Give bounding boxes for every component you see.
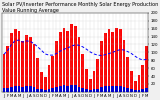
Bar <box>44 90 47 92</box>
Bar <box>48 89 50 92</box>
Bar <box>138 75 140 92</box>
Bar <box>126 88 129 92</box>
Bar <box>81 88 84 92</box>
Bar <box>6 88 9 92</box>
Bar <box>32 87 35 92</box>
Bar <box>36 88 39 92</box>
Bar <box>10 33 13 92</box>
Bar <box>141 65 144 92</box>
Bar <box>3 88 5 92</box>
Bar <box>63 28 65 92</box>
Bar <box>89 90 92 92</box>
Bar <box>123 40 125 92</box>
Bar <box>123 87 125 92</box>
Bar <box>108 30 110 92</box>
Bar <box>51 56 54 92</box>
Bar <box>6 46 9 92</box>
Bar <box>40 90 43 92</box>
Bar <box>89 79 92 92</box>
Bar <box>40 72 43 92</box>
Bar <box>138 90 140 92</box>
Bar <box>134 90 137 92</box>
Bar <box>59 86 62 92</box>
Bar <box>25 86 28 92</box>
Bar <box>55 40 58 92</box>
Bar <box>70 85 73 92</box>
Bar <box>85 69 88 92</box>
Bar <box>145 88 148 92</box>
Bar <box>14 29 17 92</box>
Bar <box>92 71 95 92</box>
Bar <box>18 86 20 92</box>
Bar <box>96 88 99 92</box>
Bar <box>66 31 69 92</box>
Bar <box>3 54 5 92</box>
Bar <box>63 85 65 92</box>
Bar <box>10 87 13 92</box>
Bar <box>78 37 80 92</box>
Bar <box>134 81 137 92</box>
Bar <box>70 24 73 92</box>
Bar <box>92 90 95 92</box>
Bar <box>21 40 24 92</box>
Bar <box>21 87 24 92</box>
Bar <box>51 88 54 92</box>
Bar <box>85 90 88 92</box>
Bar <box>126 57 129 92</box>
Bar <box>14 86 17 92</box>
Bar <box>29 86 32 92</box>
Bar <box>48 65 50 92</box>
Bar <box>145 46 148 92</box>
Bar <box>32 44 35 92</box>
Bar <box>111 86 114 92</box>
Bar <box>115 86 118 92</box>
Bar <box>141 89 144 92</box>
Bar <box>111 32 114 92</box>
Bar <box>66 86 69 92</box>
Bar <box>29 37 32 92</box>
Bar <box>108 86 110 92</box>
Bar <box>36 58 39 92</box>
Bar <box>119 86 122 92</box>
Bar <box>18 31 20 92</box>
Bar <box>25 35 28 92</box>
Bar <box>74 85 77 92</box>
Bar <box>130 90 133 92</box>
Bar <box>74 26 77 92</box>
Bar <box>55 87 58 92</box>
Bar <box>104 86 107 92</box>
Bar <box>81 54 84 92</box>
Bar <box>119 30 122 92</box>
Bar <box>96 60 99 92</box>
Bar <box>100 87 103 92</box>
Bar <box>78 87 80 92</box>
Text: Solar PV/Inverter Performance Monthly Solar Energy Production Value Running Aver: Solar PV/Inverter Performance Monthly So… <box>2 2 158 13</box>
Bar <box>104 33 107 92</box>
Bar <box>130 71 133 92</box>
Bar <box>115 28 118 92</box>
Bar <box>59 32 62 92</box>
Bar <box>100 41 103 92</box>
Bar <box>44 77 47 92</box>
